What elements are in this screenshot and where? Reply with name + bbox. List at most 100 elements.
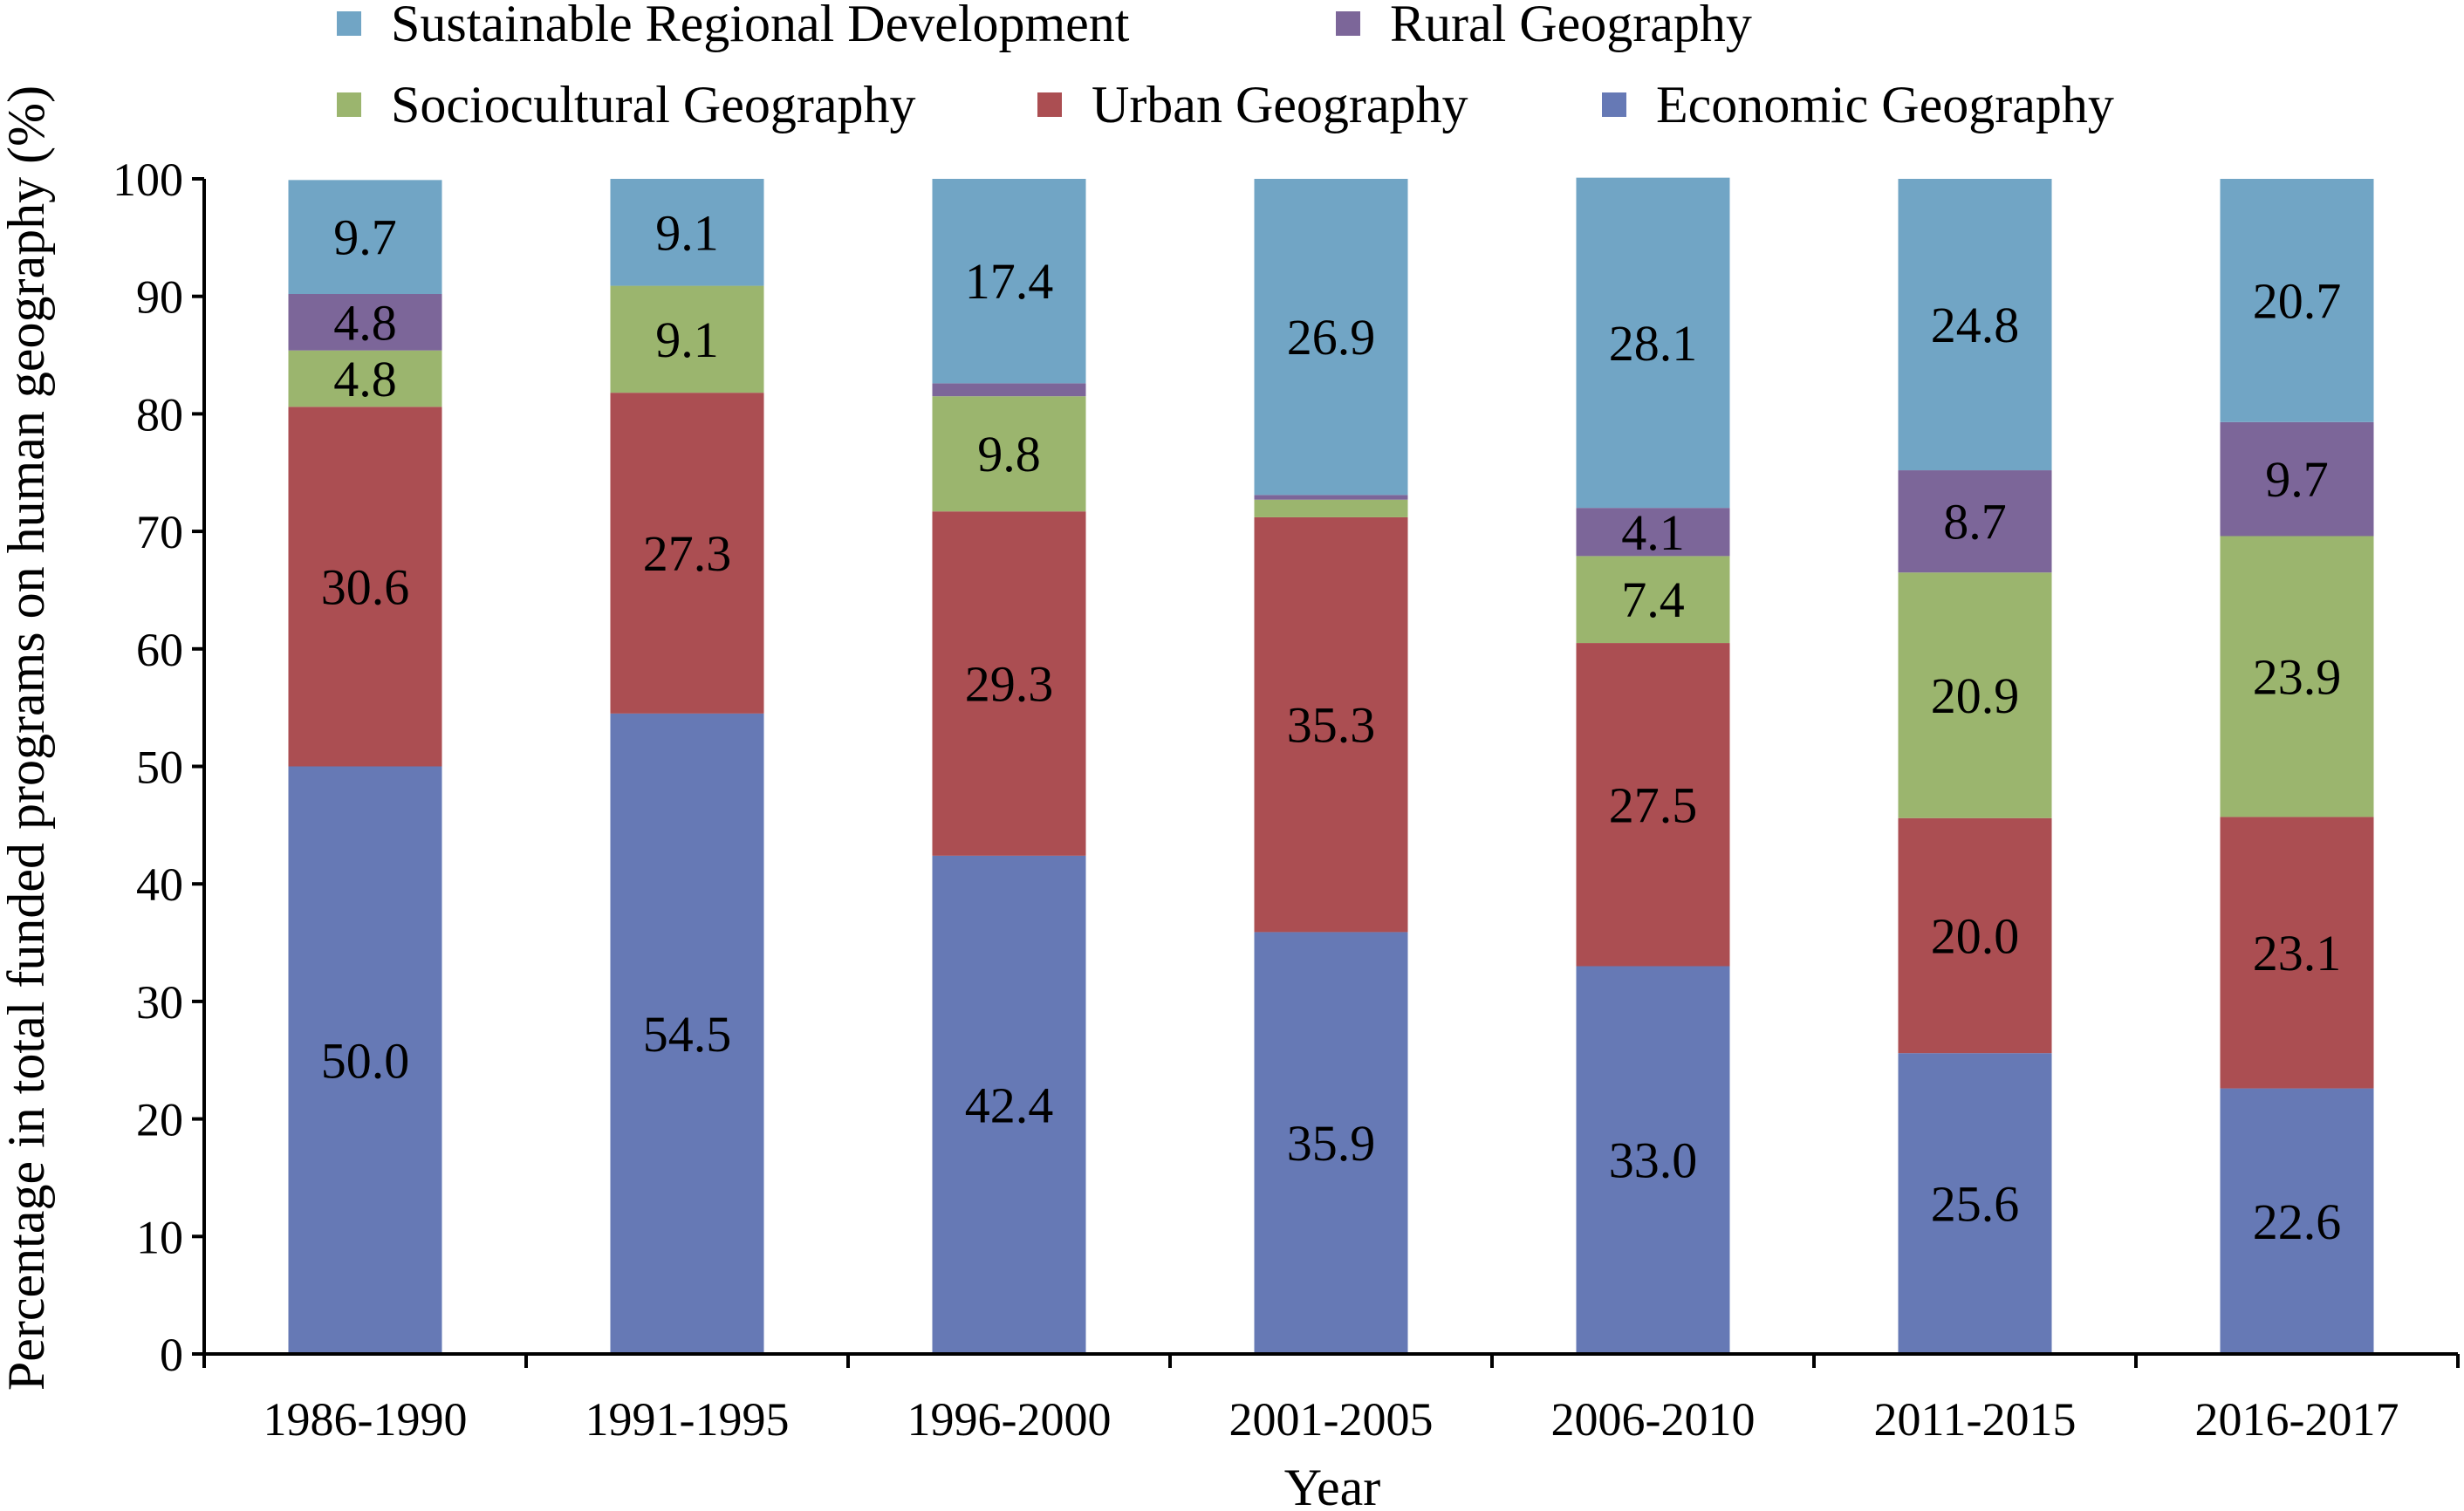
data-label: 9.7 — [2265, 451, 2329, 508]
data-label: 33.0 — [1609, 1132, 1698, 1189]
data-label: 42.4 — [965, 1077, 1054, 1133]
data-label: 4.8 — [333, 351, 397, 407]
y-tick-label: 60 — [136, 624, 183, 676]
data-label: 27.3 — [643, 525, 732, 582]
bar-segment — [288, 350, 442, 407]
legend-label: Urban Geography — [1092, 76, 1468, 133]
data-label: 23.1 — [2253, 925, 2342, 981]
bar-segment — [288, 294, 442, 351]
bar-segment — [288, 407, 442, 767]
bar-segment — [1576, 177, 1730, 509]
bar-segment — [1576, 556, 1730, 644]
legend-label: Sustainable Regional Development — [391, 0, 1130, 52]
legend-label: Sociocultural Geography — [391, 76, 916, 133]
data-label: 20.0 — [1931, 907, 2020, 964]
bar-segment — [1254, 932, 1408, 1354]
legend-label: Rural Geography — [1390, 0, 1752, 52]
x-axis-title: Year — [1284, 1459, 1381, 1511]
data-label: 9.1 — [655, 311, 719, 368]
y-tick-label: 50 — [136, 742, 183, 794]
legend-item: Economic Geography — [1602, 76, 2114, 133]
bar-segment — [2220, 421, 2374, 537]
data-label: 27.5 — [1609, 776, 1698, 833]
legend-item: Urban Geography — [1037, 76, 1468, 133]
legend-item: Rural Geography — [1336, 0, 1752, 52]
legend-swatch — [1037, 92, 1062, 117]
bars: 50.0 30.6 4.84.8 9.7 54.5 27.3 9.1 9.1 42.4 29.3 9… — [288, 177, 2374, 1354]
bar-segment — [1576, 966, 1730, 1354]
bar-segment — [932, 396, 1086, 512]
x-tick-label: 2016-2017 — [2195, 1393, 2399, 1446]
bar-segment — [1254, 495, 1408, 500]
bar-segment — [1898, 470, 2052, 573]
data-label: 7.4 — [1621, 571, 1685, 628]
data-label: 28.1 — [1609, 315, 1698, 372]
y-tick-label: 90 — [136, 271, 183, 324]
bar-segment — [2220, 536, 2374, 817]
bar-segment — [932, 511, 1086, 856]
axes: 1986-1990 1991-1995 1996-2000 2001-2005 2006… — [113, 154, 2460, 1446]
y-tick-label: 0 — [160, 1329, 183, 1381]
data-label: 35.3 — [1287, 697, 1376, 754]
data-label: 9.1 — [655, 204, 719, 261]
x-tick-label: 1991-1995 — [585, 1393, 790, 1446]
bar-segment — [1898, 572, 2052, 818]
data-label: 23.9 — [2253, 648, 2342, 705]
data-label: 50.0 — [321, 1032, 410, 1089]
bar-segment — [2220, 817, 2374, 1089]
y-tick-label: 40 — [136, 858, 183, 911]
bar-segment — [932, 855, 1086, 1354]
bar-segment — [2220, 179, 2374, 422]
legend-item: Sustainable Regional Development — [337, 0, 1130, 52]
bar-segment — [1898, 179, 2052, 471]
bar-segment — [932, 179, 1086, 384]
y-tick-label: 80 — [136, 388, 183, 441]
bar-segment — [932, 383, 1086, 397]
y-tick-label: 70 — [136, 506, 183, 558]
bar-segment — [610, 393, 764, 714]
legend-swatch — [1602, 92, 1626, 117]
bar-segment — [1576, 643, 1730, 967]
bar-segment — [288, 766, 442, 1354]
bar-segment — [1254, 499, 1408, 517]
legend: Sustainable Regional Development Rural Ge… — [337, 0, 2114, 133]
legend-swatch — [1336, 11, 1360, 36]
x-tick-label: 2011-2015 — [1874, 1393, 2077, 1446]
data-label: 35.9 — [1287, 1115, 1376, 1172]
data-label: 30.6 — [321, 558, 410, 615]
data-label: 26.9 — [1287, 309, 1376, 366]
data-label: 25.6 — [1931, 1176, 2020, 1233]
x-tick-label: 1996-2000 — [907, 1393, 1112, 1446]
data-label: 24.8 — [1931, 297, 2020, 353]
bar-segment — [610, 179, 764, 286]
bar-segment — [288, 180, 442, 295]
y-axis-title: Percentage in total funded programs on h… — [0, 85, 55, 1391]
data-label: 54.5 — [643, 1006, 732, 1063]
data-label: 9.8 — [977, 426, 1041, 482]
bar-segment — [610, 713, 764, 1354]
data-label: 20.7 — [2253, 272, 2342, 329]
legend-label: Economic Geography — [1656, 76, 2114, 133]
bar-segment — [1898, 1053, 2052, 1354]
x-tick-label: 2006-2010 — [1551, 1393, 1756, 1446]
y-tick-label: 100 — [113, 154, 183, 206]
data-label: 4.8 — [333, 294, 397, 351]
legend-swatch — [337, 92, 361, 117]
data-label: 20.9 — [1931, 667, 2020, 724]
bar-segment — [610, 285, 764, 393]
data-label: 17.4 — [965, 253, 1054, 310]
bar-segment — [1254, 516, 1408, 933]
x-tick-label: 2001-2005 — [1229, 1393, 1434, 1446]
bar-segment — [2220, 1088, 2374, 1354]
data-label: 29.3 — [965, 656, 1054, 713]
bar-segment — [1898, 817, 2052, 1054]
y-tick-label: 30 — [136, 976, 183, 1029]
legend-swatch — [337, 11, 361, 36]
legend-item: Sociocultural Geography — [337, 76, 916, 133]
data-label: 8.7 — [1943, 494, 2007, 550]
y-tick-label: 10 — [136, 1211, 183, 1263]
data-label: 22.6 — [2253, 1193, 2342, 1250]
bar-segment — [1254, 179, 1408, 496]
data-label: 4.1 — [1621, 504, 1685, 561]
